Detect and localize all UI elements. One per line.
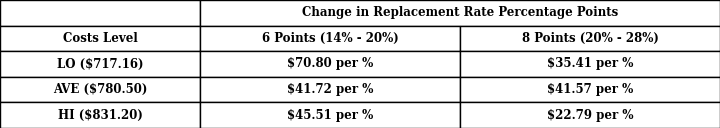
Text: 6 Points (14% - 20%): 6 Points (14% - 20%) (261, 32, 398, 45)
Text: $45.51 per %: $45.51 per % (287, 109, 373, 122)
Text: $41.72 per %: $41.72 per % (287, 83, 373, 96)
Bar (200, 0, 720, 26)
Bar (0, 51, 200, 77)
Text: $41.57 per %: $41.57 per % (547, 83, 633, 96)
Bar (0, 102, 200, 128)
Bar (460, 102, 720, 128)
Bar (460, 26, 720, 51)
Text: 8 Points (20% - 28%): 8 Points (20% - 28%) (521, 32, 659, 45)
Text: AVE ($780.50): AVE ($780.50) (53, 83, 147, 96)
Text: Costs Level: Costs Level (63, 32, 138, 45)
Bar (200, 51, 460, 77)
Text: LO ($717.16): LO ($717.16) (57, 57, 143, 71)
Text: $35.41 per %: $35.41 per % (546, 57, 633, 71)
Bar (460, 77, 720, 102)
Text: $22.79 per %: $22.79 per % (546, 109, 634, 122)
Bar (0, 26, 200, 51)
Bar (200, 102, 460, 128)
Bar (200, 77, 460, 102)
Text: HI ($831.20): HI ($831.20) (58, 109, 143, 122)
Bar (200, 26, 460, 51)
Text: Change in Replacement Rate Percentage Points: Change in Replacement Rate Percentage Po… (302, 6, 618, 19)
Bar (460, 51, 720, 77)
Bar (0, 77, 200, 102)
Bar (0, 0, 200, 26)
Text: $70.80 per %: $70.80 per % (287, 57, 373, 71)
